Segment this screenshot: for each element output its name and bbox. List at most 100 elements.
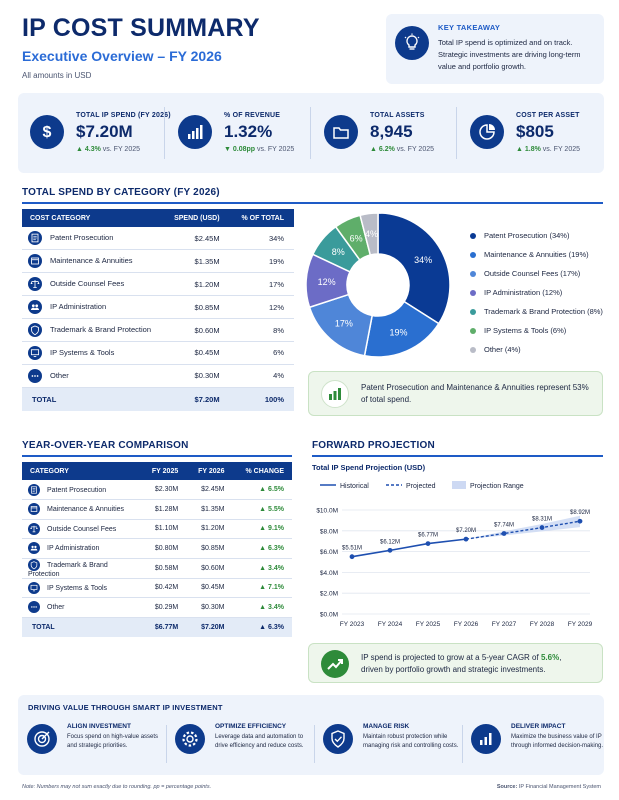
yoy-table: CATEGORY FY 2025 FY 2026 % CHANGE Patent… bbox=[22, 462, 292, 637]
value-bar: DRIVING VALUE THROUGH SMART IP INVESTMEN… bbox=[18, 695, 604, 775]
table-row: Patent Prosecution $2.30M $2.45M ▲ 6.5% bbox=[22, 480, 292, 500]
fy2026-cell: $2.45M bbox=[186, 480, 233, 500]
value-item-risk: MANAGE RISK Maintain robust protection w… bbox=[318, 719, 458, 769]
cagr-value: 5.6% bbox=[540, 653, 560, 662]
value-divider bbox=[314, 725, 315, 763]
legend-item: Trademark & Brand Protection (8%) bbox=[470, 302, 603, 321]
data-point bbox=[539, 525, 545, 530]
fy2025-cell: $0.29M bbox=[140, 597, 187, 618]
table-header-row: COST CATEGORY SPEND (USD) % OF TOTAL bbox=[22, 209, 294, 227]
kpi-compare: vs. FY 2025 bbox=[542, 146, 581, 153]
kpi-cost-per-asset: COST PER ASSET $805 ▲ 1.8% vs. FY 2025 bbox=[458, 93, 604, 173]
category-cell: IP Systems & Tools bbox=[22, 341, 162, 365]
spend-cell: $0.45M bbox=[162, 341, 230, 365]
table-row: Patent Prosecution $2.45M 34% bbox=[22, 227, 294, 251]
fy2025-cell: $2.30M bbox=[140, 480, 187, 500]
pct-cell: 6% bbox=[229, 341, 294, 365]
kpi-compare: vs. FY 2025 bbox=[102, 146, 141, 153]
legend-label: Other (4%) bbox=[484, 345, 521, 354]
kpi-divider bbox=[456, 107, 457, 159]
donut-slice-label: 12% bbox=[318, 277, 336, 287]
legend-label: Projection Range bbox=[470, 483, 524, 490]
data-label: $6.12M bbox=[380, 539, 400, 545]
spend-donut-chart: 34% 19% 17% 12% 8% 6% 4% bbox=[305, 212, 451, 358]
x-tick-label: FY 2027 bbox=[492, 621, 517, 628]
category-cell: Outside Counsel Fees bbox=[22, 519, 140, 539]
source-note: Source: IP Financial Management System bbox=[497, 784, 601, 790]
monitor-icon bbox=[28, 345, 42, 360]
projection-chart-title: Total IP Spend Projection (USD) bbox=[312, 463, 426, 472]
category-name: IP Systems & Tools bbox=[47, 584, 108, 592]
kpi-value: $7.20M bbox=[76, 122, 133, 141]
category-cell: Patent Prosecution bbox=[22, 227, 162, 251]
section-rule bbox=[312, 455, 603, 457]
callout-suffix: , bbox=[559, 653, 562, 662]
data-point bbox=[577, 518, 583, 524]
value-item-heading: DELIVER IMPACT bbox=[511, 723, 566, 730]
target-icon bbox=[27, 724, 57, 754]
total-pct: 100% bbox=[229, 387, 294, 412]
folder-icon bbox=[324, 115, 358, 149]
kpi-divider bbox=[164, 107, 165, 159]
donut-slice-label: 4% bbox=[365, 229, 378, 239]
data-label: $5.51M bbox=[342, 546, 362, 552]
category-cell: Trademark & Brand Protection bbox=[22, 558, 140, 579]
total-row: TOTAL $7.20M 100% bbox=[22, 387, 294, 412]
spend-callout-text: Patent Prosecution and Maintenance & Ann… bbox=[361, 383, 589, 404]
fy2026-cell: $0.45M bbox=[186, 578, 233, 598]
svg-text:$: $ bbox=[43, 124, 52, 141]
callout-prefix: IP spend is projected to grow at a 5-yea… bbox=[361, 653, 541, 662]
legend-swatch bbox=[470, 346, 476, 353]
category-name: IP Administration bbox=[47, 545, 100, 553]
category-cell: Trademark & Brand Protection bbox=[22, 318, 162, 342]
value-section-title: DRIVING VALUE THROUGH SMART IP INVESTMEN… bbox=[28, 703, 223, 712]
value-item-impact: DELIVER IMPACT Maximize the business val… bbox=[466, 719, 606, 769]
x-tick-label: FY 2024 bbox=[378, 621, 403, 628]
spend-section-title: TOTAL SPEND BY CATEGORY (FY 2026) bbox=[22, 187, 220, 198]
y-tick-label: $4.0M bbox=[320, 570, 338, 577]
category-name: Outside Counsel Fees bbox=[50, 279, 125, 289]
change-cell: ▲ 9.1% bbox=[232, 519, 292, 539]
page-title: IP COST SUMMARY bbox=[22, 14, 260, 42]
table-header-row: CATEGORY FY 2025 FY 2026 % CHANGE bbox=[22, 462, 292, 480]
pct-cell: 4% bbox=[229, 364, 294, 388]
legend-swatch bbox=[470, 308, 476, 315]
change-cell: ▲ 3.4% bbox=[232, 597, 292, 618]
donut-slice bbox=[359, 212, 379, 256]
column-header: FY 2025 bbox=[140, 462, 187, 480]
projection-callout: IP spend is projected to grow at a 5-yea… bbox=[308, 643, 603, 683]
pct-cell: 17% bbox=[229, 272, 294, 297]
category-name: Outside Counsel Fees bbox=[47, 525, 117, 533]
category-cell: Maintenance & Annuities bbox=[22, 499, 140, 520]
column-header: SPEND (USD) bbox=[162, 209, 230, 227]
projection-section-title: FORWARD PROJECTION bbox=[312, 440, 435, 451]
category-cell: Maintenance & Annuities bbox=[22, 249, 162, 274]
category-name: Trademark & Brand Protection bbox=[50, 324, 152, 334]
y-tick-label: $8.0M bbox=[320, 528, 338, 535]
x-tick-label: FY 2029 bbox=[568, 621, 593, 628]
value-item-text: Leverage data and automation to drive ef… bbox=[215, 734, 304, 749]
legend-swatch bbox=[470, 232, 476, 239]
category-cell: IP Administration bbox=[22, 538, 140, 559]
legend-item: Patent Prosecution (34%) bbox=[470, 226, 603, 245]
kpi-value: 8,945 bbox=[370, 122, 413, 141]
change-cell: ▲ 6.3% bbox=[232, 538, 292, 559]
more-icon bbox=[28, 368, 42, 383]
data-label: $8.31M bbox=[532, 517, 552, 523]
key-takeaway-heading: KEY TAKEAWAY bbox=[438, 23, 501, 32]
table-row: Outside Counsel Fees $1.10M $1.20M ▲ 9.1% bbox=[22, 519, 292, 539]
pct-cell: 19% bbox=[229, 249, 294, 274]
fy2025-cell: $0.80M bbox=[140, 538, 187, 559]
table-row: IP Systems & Tools $0.45M 6% bbox=[22, 341, 294, 365]
people-icon bbox=[28, 300, 42, 315]
fy2025-cell: $1.28M bbox=[140, 499, 187, 520]
x-tick-label: FY 2028 bbox=[530, 621, 555, 628]
fy2025-cell: $1.10M bbox=[140, 519, 187, 539]
legend-swatch bbox=[470, 251, 476, 258]
shield-icon bbox=[28, 323, 42, 337]
total-fy2026: $7.20M bbox=[186, 617, 233, 637]
kpi-label: TOTAL ASSETS bbox=[370, 112, 425, 119]
calendar-icon bbox=[28, 503, 40, 516]
bar-chart-icon bbox=[178, 115, 212, 149]
table-row: Trademark & Brand Protection $0.58M $0.60M… bbox=[22, 558, 292, 579]
